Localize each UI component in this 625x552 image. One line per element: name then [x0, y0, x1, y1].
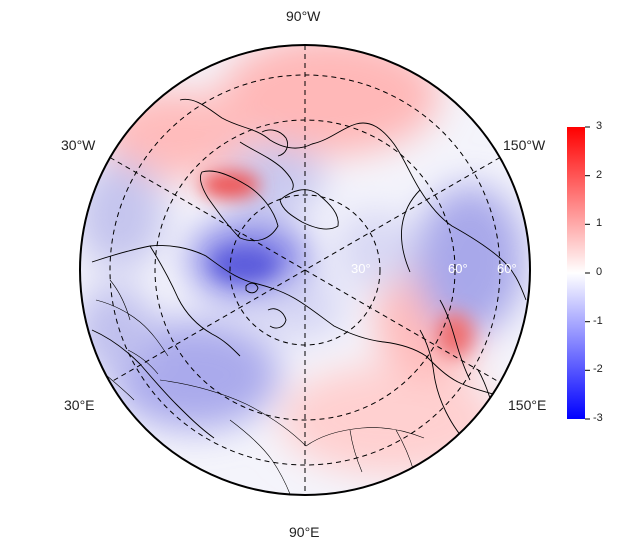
- border-5: [229, 419, 291, 495]
- longitude-label-upper-left: 30°W: [61, 137, 96, 153]
- colorbar-tick-label: 2: [596, 169, 603, 181]
- border-3: [159, 379, 307, 447]
- coast-scandinavia: [149, 245, 241, 357]
- map-border: [79, 44, 531, 496]
- colorbar: [567, 127, 585, 419]
- colorbar-tick-label: -1: [593, 315, 603, 327]
- border-8: [349, 429, 363, 473]
- colorbar-ticks: [585, 126, 590, 420]
- anomaly-strong: [200, 171, 473, 357]
- coast-svalbard: [245, 282, 259, 294]
- border-6: [127, 349, 159, 375]
- anomaly-blobs: [80, 45, 525, 475]
- latitude-label-outer: 60°: [497, 261, 517, 276]
- coast-alaska: [401, 189, 421, 273]
- colorbar-tick-label: 1: [596, 217, 603, 229]
- longitude-label-bottom: 90°E: [289, 524, 320, 540]
- meridian-150w-30e: [109, 157, 501, 383]
- coast-europe-south: [91, 329, 215, 439]
- graticule: [109, 45, 501, 495]
- colorbar-tick-label: 3: [596, 120, 603, 132]
- longitude-label-upper-right: 150°W: [503, 137, 546, 153]
- border-1: [95, 299, 169, 357]
- colorbar-tick-label: -2: [593, 363, 603, 375]
- coast-kamchatka: [439, 299, 471, 381]
- coast-greenland: [199, 170, 279, 242]
- colorbar-tick-label: 0: [596, 266, 603, 278]
- border-4: [305, 427, 425, 447]
- coast-asia-east: [419, 329, 471, 447]
- longitude-label-lower-right: 150°E: [508, 397, 547, 413]
- coast-novaya-zemlya: [267, 308, 287, 329]
- coast-baffin: [261, 129, 289, 157]
- coast-north-america: [179, 98, 527, 301]
- longitude-label-top: 90°W: [286, 8, 321, 24]
- border-2: [109, 279, 131, 321]
- latitude-label-middle: 60°: [448, 261, 468, 276]
- coast-eurasia-north: [91, 245, 501, 397]
- longitude-label-lower-left: 30°E: [64, 397, 95, 413]
- coast-arctic-islands: [279, 189, 339, 230]
- coast-hudson: [239, 141, 294, 191]
- latitude-label-inner: 30°: [351, 261, 371, 276]
- colorbar-tick-label: -3: [593, 412, 603, 424]
